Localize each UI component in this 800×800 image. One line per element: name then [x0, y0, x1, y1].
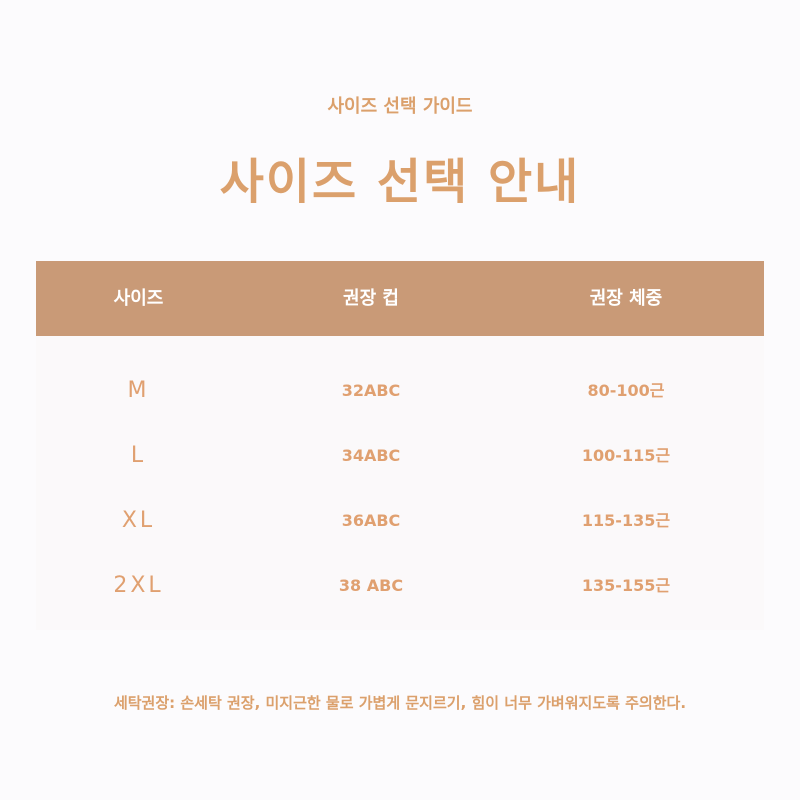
cell-cup: 34ABC — [341, 446, 401, 465]
header-cup: 권장 컵 — [343, 288, 399, 309]
cell-size: 2XL — [113, 573, 164, 598]
cell-weight: 135-155근 — [581, 576, 671, 595]
header-size: 사이즈 — [113, 288, 164, 309]
cell-weight: 115-135근 — [581, 511, 671, 530]
cell-size: L — [130, 443, 147, 468]
cell-cup: 32ABC — [341, 381, 401, 400]
header-weight: 권장 체중 — [589, 288, 663, 309]
cell-cup: 36ABC — [341, 511, 401, 530]
page-title: 사이즈 선택 안내 — [219, 154, 581, 210]
cell-size: XL — [121, 508, 156, 533]
table-body: M 32ABC 80-100근 L 34ABC 100-115근 XL 36ABC 115-13… — [36, 336, 764, 630]
cell-size: M — [127, 378, 150, 403]
cell-weight: 80-100근 — [587, 381, 665, 400]
table-header: 사이즈 권장 컵 권장 체중 — [36, 261, 764, 336]
care-note: 세탁권장: 손세탁 권장, 미지근한 물로 가볍게 문지르기, 힘이 너무 가벼… — [113, 694, 687, 712]
subtitle: 사이즈 선택 가이드 — [327, 96, 473, 117]
cell-cup: 38 ABC — [338, 576, 404, 595]
cell-weight: 100-115근 — [581, 446, 671, 465]
